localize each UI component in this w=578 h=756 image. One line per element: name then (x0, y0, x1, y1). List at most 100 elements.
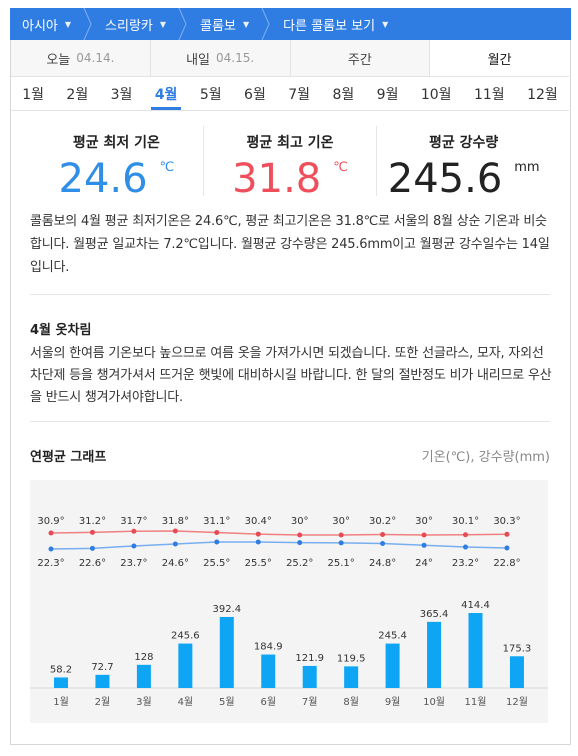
stat-value: 31.8 (232, 156, 322, 202)
month-tab[interactable]: 12월 (527, 86, 558, 103)
chart-svg: 30.9° 31.2° 31.7° 31.8° 31.1° 30.4° 30° 30° 30.2… (30, 516, 548, 708)
precip-label: 392.4 (212, 604, 241, 615)
stat-value: 24.6 (58, 156, 148, 202)
max-temp-point (131, 528, 137, 534)
tab-label: 주간 (347, 52, 372, 68)
climate-description: 콜롬보의 4월 평균 최저기온은 24.6℃, 평균 최고기온은 31.8℃로 … (30, 214, 550, 275)
precip-bar (261, 654, 276, 688)
breadcrumb-label: 스리랑카 (105, 18, 153, 34)
graph-unit-label: 기온(℃), 강수량(mm) (421, 450, 550, 465)
precip-bar (54, 677, 68, 688)
max-temp-point (421, 532, 427, 538)
max-temp-label: 31.1° (203, 516, 230, 527)
max-temp-point (172, 528, 178, 534)
month-selector: 1월 2월 3월 4월 5월 6월 7월 8월 9월 10월 11월 12월 (11, 77, 569, 111)
month-tab[interactable]: 1월 (22, 86, 44, 103)
stat-value: 245.6 (387, 156, 503, 202)
stat-label: 평균 최고 기온 (246, 135, 334, 151)
max-temp-point (48, 530, 54, 536)
max-temp-point (504, 531, 510, 537)
month-axis-label: 1월 (53, 696, 69, 708)
stat-label: 평균 강수량 (429, 135, 499, 151)
precip-label: 128 (134, 652, 153, 663)
precip-label: 119.5 (337, 653, 366, 664)
month-tab[interactable]: 6월 (244, 86, 266, 103)
precip-bar (95, 674, 110, 688)
min-temp-point (172, 541, 178, 547)
month-tab[interactable]: 10월 (420, 86, 452, 103)
min-temp-label: 22.6° (79, 558, 106, 569)
min-temp-point (131, 543, 137, 549)
max-temp-label: 30.3° (493, 516, 520, 527)
min-temp-point (463, 544, 468, 550)
min-temp-point (255, 539, 261, 545)
precip-label: 72.7 (91, 662, 113, 673)
precip-bar (427, 621, 442, 688)
max-temp-point (297, 532, 303, 538)
avg-max-temp: 평균 최고 기온 31.8 ℃ (202, 126, 377, 202)
month-tab[interactable]: 2월 (66, 86, 89, 103)
tab-monthly[interactable]: 월간 (430, 40, 569, 76)
min-temp-label: 25.2° (286, 558, 313, 569)
month-tab[interactable]: 11월 (473, 86, 505, 103)
tab-today[interactable]: 오늘 04.14. (11, 40, 151, 76)
period-tabs: 오늘 04.14. 내일 04.15. 주간 월간 (11, 40, 569, 77)
stat-unit: mm (514, 160, 540, 175)
month-tab[interactable]: 9월 (376, 86, 399, 103)
min-temp-label: 22.3° (37, 558, 64, 569)
graph-title: 연평균 그래프 (30, 450, 107, 465)
month-tab[interactable]: 8월 (332, 86, 355, 103)
precip-label: 121.9 (295, 653, 324, 664)
max-temp-label: 30.4° (245, 516, 272, 527)
month-axis-label: 6월 (260, 696, 276, 708)
breadcrumb-continent[interactable]: 아시아 ▼ (10, 8, 83, 40)
min-temp-point (89, 545, 95, 551)
tab-label: 월간 (487, 52, 512, 68)
max-temp-label: 31.7° (120, 516, 147, 527)
avg-precipitation: 평균 강수량 245.6 mm (376, 126, 550, 202)
min-temp-point (48, 546, 54, 552)
max-temp-point (255, 531, 261, 537)
precip-bar (509, 656, 524, 688)
min-temp-line (50, 541, 507, 550)
tab-tomorrow[interactable]: 내일 04.15. (151, 40, 291, 76)
breadcrumb-city[interactable]: 콜롬보 ▼ (188, 8, 261, 40)
breadcrumb-label: 다른 콜롬보 보기 (283, 18, 376, 34)
breadcrumb-country[interactable]: 스리랑카 ▼ (93, 8, 178, 40)
max-temp-point (338, 532, 344, 538)
precip-bar (344, 666, 359, 688)
min-temp-label: 22.8° (493, 558, 520, 569)
precip-bar (302, 665, 317, 688)
max-temp-label: 30° (291, 516, 309, 527)
month-axis-label: 3월 (136, 696, 152, 708)
avg-min-temp: 평균 최저 기온 24.6 ℃ (30, 126, 203, 202)
max-temp-label: 31.8° (162, 516, 189, 527)
tab-date: 04.14. (76, 51, 115, 65)
month-tab[interactable]: 3월 (110, 86, 133, 103)
max-temp-label: 30.9° (37, 516, 64, 527)
max-temp-point (380, 532, 386, 538)
max-temp-label: 30.2° (369, 516, 396, 527)
breadcrumb-label: 콜롬보 (200, 18, 236, 34)
min-temp-label: 24° (415, 558, 433, 569)
precip-bar (219, 616, 234, 688)
monthly-stats: 평균 최저 기온 24.6 ℃ 평균 최고 기온 31.8 ℃ 평균 강수량 2… (30, 126, 550, 202)
month-axis-label: 5월 (219, 696, 235, 708)
min-temp-label: 24.6° (162, 558, 189, 569)
min-temp-point (504, 545, 510, 551)
tab-label: 오늘 (46, 52, 71, 68)
month-tab-selected[interactable]: 4월 (149, 77, 184, 110)
month-axis-label: 4월 (178, 696, 194, 708)
max-temp-label: 31.2° (79, 516, 106, 527)
precip-label: 58.2 (50, 664, 72, 675)
max-temp-point (463, 532, 468, 538)
caret-down-icon: ▼ (159, 19, 167, 29)
divider (30, 294, 550, 295)
month-tab[interactable]: 7월 (288, 86, 311, 103)
other-city-dropdown[interactable]: 다른 콜롬보 보기 ▼ (271, 8, 400, 40)
stat-unit: ℃ (159, 160, 175, 175)
max-temp-label: 30° (332, 516, 350, 527)
month-tab[interactable]: 5월 (199, 86, 222, 103)
tab-weekly[interactable]: 주간 (291, 40, 431, 76)
month-axis-label: 12월 (506, 696, 528, 708)
